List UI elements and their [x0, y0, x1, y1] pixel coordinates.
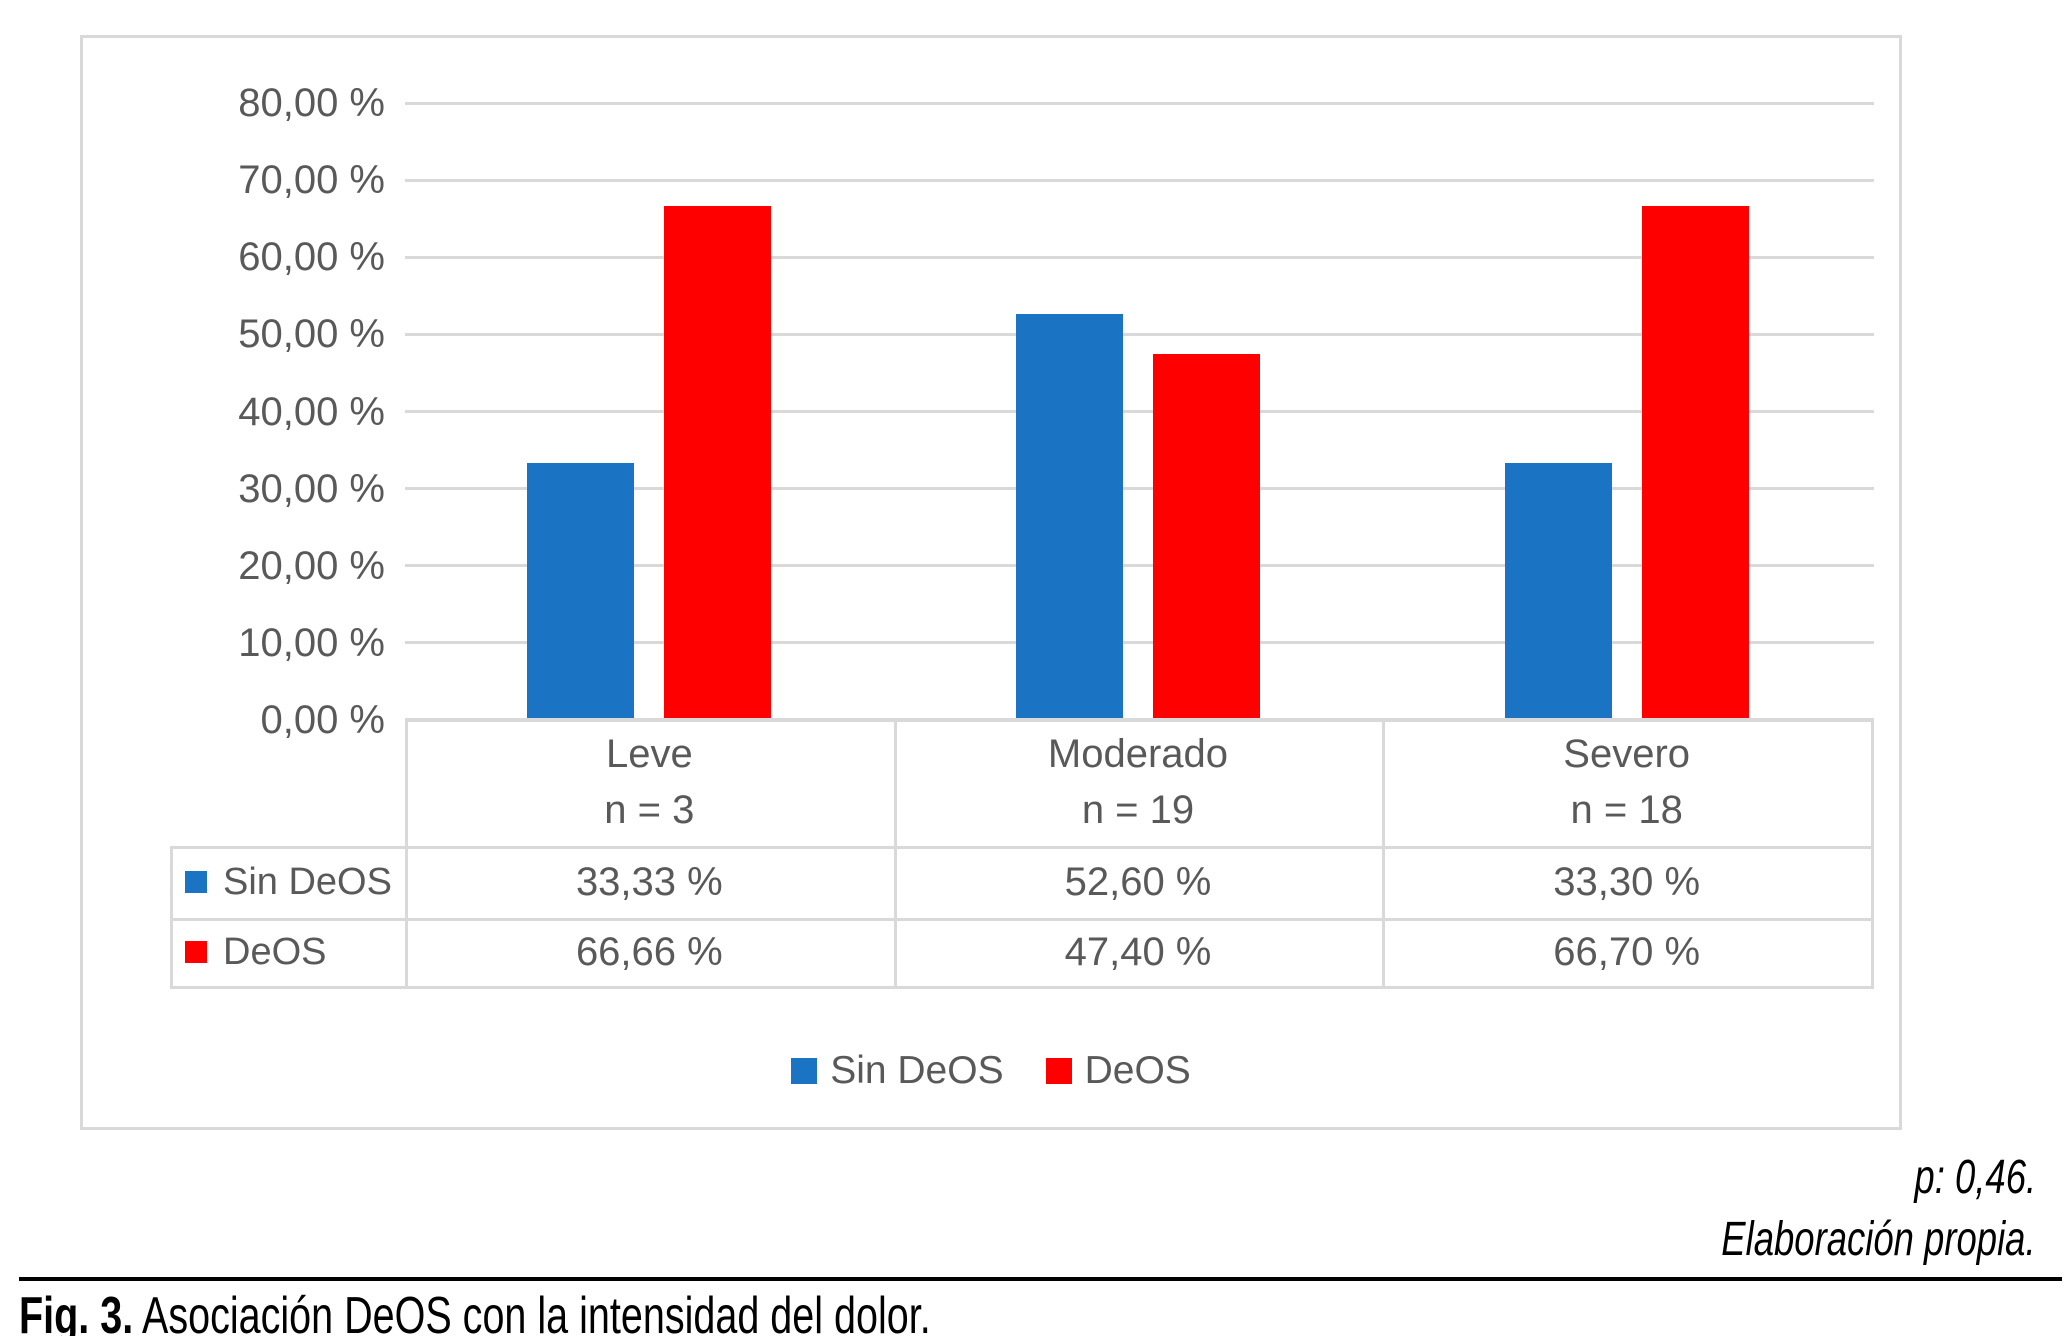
- table-value-cell: 33,33 %: [575, 859, 723, 904]
- category-label: Moderado: [1047, 732, 1229, 776]
- bar-sin-deos: [1504, 463, 1612, 720]
- bar-deos: [664, 205, 772, 720]
- y-axis-tick-label: 30,00 %: [238, 466, 385, 511]
- series-name-label: DeOS: [223, 930, 327, 973]
- y-axis-tick-label: 50,00 %: [238, 312, 385, 357]
- chart-legend: Sin DeOS DeOS: [83, 1049, 1899, 1093]
- gridline: [405, 410, 1874, 413]
- category-n-label: n = 19: [1081, 788, 1195, 832]
- legend-label: DeOS: [1084, 1049, 1191, 1092]
- y-axis-tick-label: 10,00 %: [238, 620, 385, 665]
- y-axis-tick-label: 70,00 %: [238, 158, 385, 203]
- gridline: [405, 487, 1874, 491]
- p-value-note: p: 0,46.: [1914, 1151, 2036, 1204]
- table-value-cell: 47,40 %: [1064, 929, 1212, 974]
- table-value-cell: 33,30 %: [1553, 859, 1701, 904]
- gridline: [405, 178, 1874, 182]
- table-category-header: Leve n = 3: [405, 718, 894, 846]
- gridline: [405, 101, 1874, 105]
- table-border-line: [405, 718, 408, 989]
- table-row-header-deos: DeOS: [170, 918, 405, 986]
- chart-outer-box: Sin DeOS DeOS 0,00 % 10,00 % 20,00 % 30,00 %…: [80, 35, 1902, 1130]
- series-swatch-icon: [185, 871, 207, 893]
- table-category-header: Moderado n = 19: [894, 718, 1383, 846]
- figure-caption-text: Asociación DeOS con la intensidad del do…: [133, 1287, 931, 1336]
- gridline: [405, 255, 1874, 259]
- table-border-line: [170, 918, 1874, 921]
- table-value-cell: 52,60 %: [1064, 859, 1212, 904]
- y-axis-tick-label: 20,00 %: [238, 543, 385, 588]
- category-label: Severo: [1563, 732, 1691, 776]
- series-swatch-icon: [185, 941, 207, 963]
- source-note: Elaboración propia.: [1721, 1213, 2036, 1266]
- legend-entry: Sin DeOS: [791, 1049, 1004, 1093]
- table-border-line: [170, 846, 173, 989]
- legend-swatch-icon: [1045, 1058, 1072, 1084]
- y-axis-tick-label: 80,00 %: [238, 81, 385, 125]
- category-label: Leve: [605, 732, 693, 776]
- y-axis-tick-label: 60,00 %: [238, 235, 385, 280]
- bar-deos: [1641, 205, 1749, 720]
- table-row-header-sin-deos: Sin DeOS: [170, 846, 405, 918]
- legend-entry: DeOS: [1045, 1049, 1191, 1093]
- y-axis-tick-label: 0,00 %: [260, 698, 385, 742]
- bar-sin-deos: [1016, 314, 1123, 720]
- table-category-header: Severo n = 18: [1382, 718, 1871, 846]
- table-value-cell: 66,70 %: [1553, 929, 1701, 974]
- table-value-cell: 66,66 %: [575, 929, 723, 974]
- figure-caption: Fig. 3. Asociación DeOS con la intensida…: [19, 1286, 931, 1336]
- table-border-line: [1871, 718, 1874, 989]
- category-n-label: n = 18: [1570, 788, 1683, 832]
- gridline: [405, 641, 1874, 645]
- legend-swatch-icon: [791, 1058, 818, 1084]
- table-border-line: [893, 718, 897, 989]
- table-border-line: [170, 986, 1874, 989]
- category-n-label: n = 3: [604, 788, 695, 832]
- bar-sin-deos: [527, 462, 635, 720]
- series-name-label: Sin DeOS: [223, 860, 392, 903]
- table-border-line: [405, 718, 1874, 721]
- bar-deos: [1153, 354, 1260, 720]
- table-border-line: [1382, 718, 1386, 989]
- table-border-line: [170, 846, 1874, 849]
- gridline: [405, 332, 1874, 336]
- legend-label: Sin DeOS: [830, 1049, 1004, 1092]
- figure-caption-label: Fig. 3.: [19, 1287, 134, 1336]
- gridline: [405, 564, 1874, 568]
- caption-divider-rule: [19, 1277, 2062, 1281]
- y-axis-tick-label: 40,00 %: [238, 389, 385, 434]
